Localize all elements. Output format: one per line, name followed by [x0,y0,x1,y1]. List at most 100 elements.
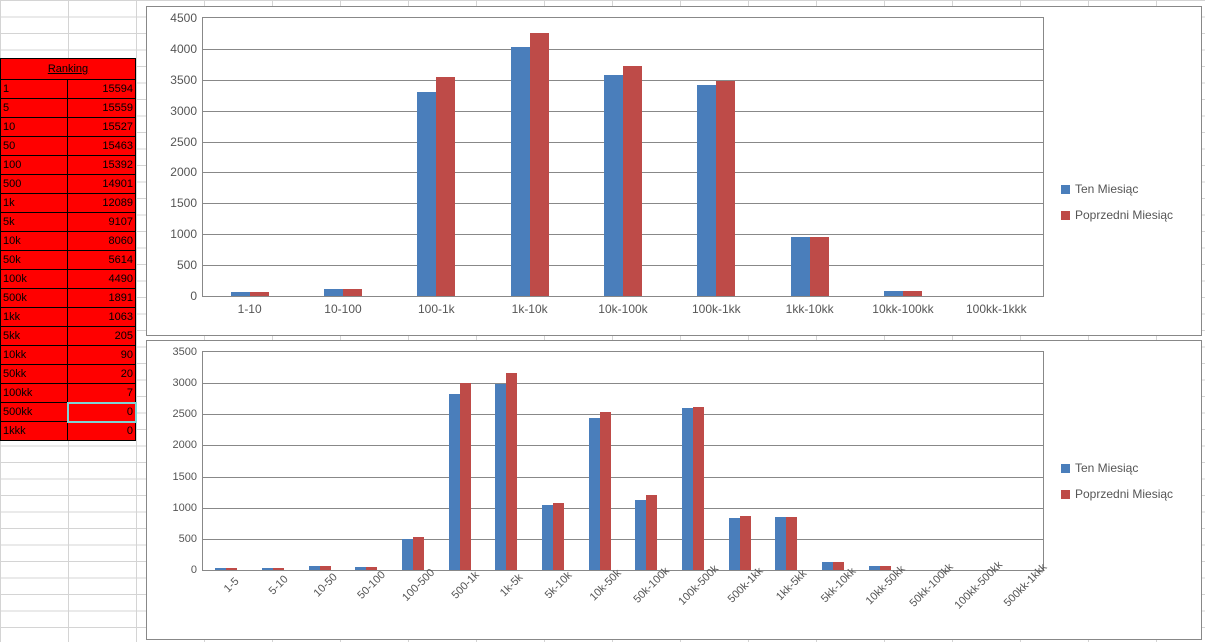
bar-series-b [646,495,657,570]
table-row[interactable]: 10015392 [1,156,136,175]
xtick-label: 50kk-100kk [908,561,956,609]
table-row[interactable]: 515559 [1,99,136,118]
bar-series-a [355,567,366,570]
xtick-label: 500-1k [449,569,481,601]
bar-series-b [833,562,844,570]
bar-series-b [623,66,642,296]
ranking-key[interactable]: 500k [1,289,68,308]
legend-label: Ten Miesiąc [1075,182,1138,196]
legend-label: Poprzedni Miesiąc [1075,487,1173,501]
table-row[interactable]: 500k1891 [1,289,136,308]
bar-series-b [250,292,269,296]
ranking-value[interactable]: 15392 [68,156,136,175]
xtick-label: 10-100 [296,302,389,316]
ranking-value[interactable]: 9107 [68,213,136,232]
bar-series-b [903,291,922,296]
table-row[interactable]: 1k12089 [1,194,136,213]
ranking-value[interactable]: 7 [68,384,136,403]
ranking-value[interactable]: 8060 [68,232,136,251]
ranking-key[interactable]: 500 [1,175,68,194]
ranking-value[interactable]: 1891 [68,289,136,308]
xtick-label: 100kk-500kk [952,559,1005,612]
bar-series-b [553,503,564,570]
bar-series-b [343,289,362,296]
table-row[interactable]: 1kkk0 [1,422,136,441]
chart-top-plot: 0500100015002000250030003500400045001-10… [202,17,1044,297]
xtick-label: 1kk-10kk [763,302,856,316]
ranking-value[interactable]: 1063 [68,308,136,327]
ranking-value[interactable]: 205 [68,327,136,346]
bar-series-a [697,85,716,296]
bar-series-b [413,537,424,570]
bar-series-a [791,237,810,296]
table-row[interactable]: 50014901 [1,175,136,194]
table-row[interactable]: 500kk0 [1,403,136,422]
ranking-value[interactable]: 14901 [68,175,136,194]
table-row[interactable]: 100k4490 [1,270,136,289]
xtick-label: 10k-100k [576,302,669,316]
ranking-key[interactable]: 50kk [1,365,68,384]
ranking-value[interactable]: 15527 [68,118,136,137]
ranking-key[interactable]: 5k [1,213,68,232]
table-row[interactable]: 5015463 [1,137,136,156]
bar-series-b [273,568,284,570]
bar-series-a [231,292,250,296]
ranking-key[interactable]: 5 [1,99,68,118]
legend-item: Ten Miesiąc [1061,461,1173,475]
table-row[interactable]: 1015527 [1,118,136,137]
ytick-label: 0 [191,564,203,576]
ranking-key[interactable]: 10kk [1,346,68,365]
ranking-key[interactable]: 100 [1,156,68,175]
ranking-value[interactable]: 15594 [68,80,136,99]
table-row[interactable]: 50kk20 [1,365,136,384]
ytick-label: 2500 [170,135,203,149]
legend-item: Poprzedni Miesiąc [1061,208,1173,222]
ranking-value[interactable]: 0 [68,403,136,422]
ranking-key[interactable]: 50 [1,137,68,156]
gridline [203,539,1043,540]
ranking-key[interactable]: 10 [1,118,68,137]
ranking-key[interactable]: 1kkk [1,422,68,441]
ytick-label: 0 [190,289,203,303]
xtick-label: 10kk-100kk [856,302,949,316]
table-row[interactable]: 115594 [1,80,136,99]
ytick-label: 3500 [170,73,203,87]
bar-series-b [786,517,797,570]
ranking-key[interactable]: 1 [1,80,68,99]
ranking-key[interactable]: 10k [1,232,68,251]
table-row[interactable]: 5k9107 [1,213,136,232]
ranking-value[interactable]: 15463 [68,137,136,156]
ranking-value[interactable]: 20 [68,365,136,384]
ranking-key[interactable]: 1kk [1,308,68,327]
ranking-key[interactable]: 500kk [1,403,68,422]
ranking-value[interactable]: 90 [68,346,136,365]
ranking-key[interactable]: 5kk [1,327,68,346]
ranking-value[interactable]: 12089 [68,194,136,213]
ranking-key[interactable]: 1k [1,194,68,213]
ranking-value[interactable]: 4490 [68,270,136,289]
xtick-label: 500kk-1kkk [1001,561,1049,609]
ranking-value[interactable]: 15559 [68,99,136,118]
bar-series-a [449,394,460,570]
table-row[interactable]: 1kk1063 [1,308,136,327]
ytick-label: 500 [179,533,203,545]
table-row[interactable]: 50k5614 [1,251,136,270]
ranking-key[interactable]: 50k [1,251,68,270]
table-row[interactable]: 100kk7 [1,384,136,403]
gridline [203,445,1043,446]
ytick-label: 3000 [170,104,203,118]
bar-series-a [775,517,786,570]
table-row[interactable]: 10k8060 [1,232,136,251]
bar-series-a [309,566,320,570]
ytick-label: 2000 [173,439,203,451]
ranking-key[interactable]: 100k [1,270,68,289]
ranking-value[interactable]: 5614 [68,251,136,270]
bar-series-a [262,568,273,570]
ytick-label: 500 [177,258,203,272]
bar-series-a [682,408,693,570]
ranking-key[interactable]: 100kk [1,384,68,403]
table-row[interactable]: 10kk90 [1,346,136,365]
ytick-label: 1000 [170,227,203,241]
ranking-value[interactable]: 0 [68,422,136,441]
table-row[interactable]: 5kk205 [1,327,136,346]
